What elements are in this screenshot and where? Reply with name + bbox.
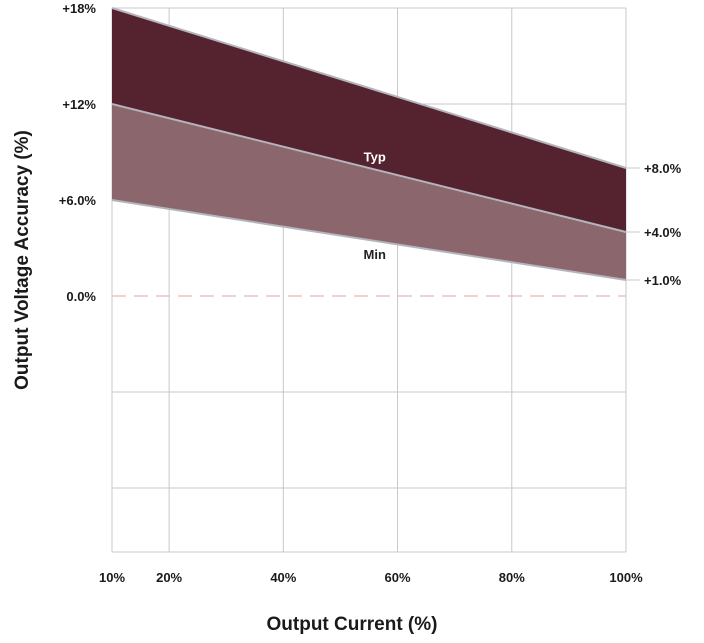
y-tick-label: +6.0%	[59, 193, 97, 208]
series-line-max	[111, 7, 627, 169]
series-line-typ	[111, 103, 627, 233]
accuracy-bands	[112, 8, 626, 280]
x-tick-label: 40%	[270, 570, 296, 585]
x-tick-label: 100%	[609, 570, 643, 585]
series-label-max: Max	[362, 70, 388, 85]
x-axis-ticks: 10% 20% 40% 60% 80% 100%	[99, 570, 643, 585]
series-label-min: Min	[364, 247, 386, 262]
right-label: +1.0%	[644, 273, 682, 288]
right-label: +4.0%	[644, 225, 682, 240]
y-axis-ticks: +18% +12% +6.0% 0.0%	[59, 1, 97, 304]
series-labels: Max Typ Min	[362, 70, 388, 262]
x-tick-label: 20%	[156, 570, 182, 585]
band-typ-min	[112, 104, 626, 280]
x-axis-title: Output Current (%)	[267, 614, 438, 635]
series-lines	[111, 7, 627, 281]
right-end-labels: +8.0% +4.0% +1.0%	[626, 161, 682, 288]
y-tick-label: +12%	[62, 97, 96, 112]
band-max-typ	[112, 8, 626, 232]
series-label-typ: Typ	[364, 149, 386, 164]
x-tick-label: 80%	[499, 570, 525, 585]
y-tick-label: +18%	[62, 1, 96, 16]
y-axis-title: Output Voltage Accuracy (%)	[12, 130, 33, 390]
x-tick-label: 10%	[99, 570, 125, 585]
y-tick-label: 0.0%	[66, 289, 96, 304]
right-label: +8.0%	[644, 161, 682, 176]
series-line-min	[111, 199, 627, 281]
x-tick-label: 60%	[385, 570, 411, 585]
